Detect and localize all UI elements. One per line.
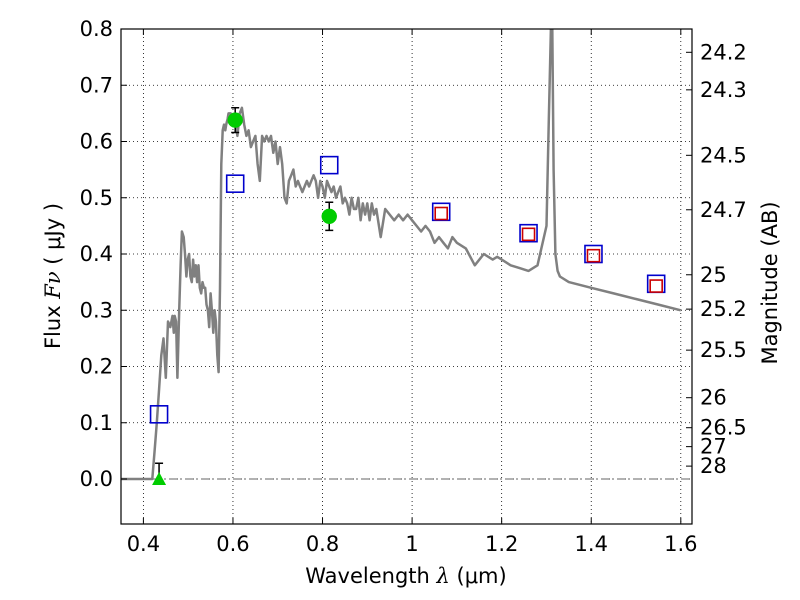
upper-limit-triangle [152,472,167,485]
other-photometry-square [586,248,601,263]
magnitude-tick-label: 25 [700,263,727,287]
y-tick-label: 0.6 [80,130,113,154]
y-tick-label: 0.7 [80,73,113,97]
y-tick-label: 0.8 [80,17,113,41]
magnitude-tick-label: 26 [700,386,727,410]
x-tick-label: 1.6 [664,532,697,556]
y-axis-title: Flux Fν ( μJy ) [41,203,65,349]
x-axis-title-text: Wavelength [305,564,436,588]
model-photometry-square [225,174,245,193]
y-tick-label: 0.3 [80,298,113,322]
y-tick-label: 0.2 [80,355,113,379]
magnitude-tick-label: 24.5 [700,143,747,167]
x-tick-label: 0.8 [306,532,339,556]
magnitude-tick-label: 27 [700,435,727,459]
y-tick-label: 0.4 [80,242,113,266]
plot-area [121,29,692,524]
x-tick-label: 1 [405,532,418,556]
magnitude-tick-label: 28 [700,454,727,478]
grid-lines [121,28,692,524]
magnitude-tick-label: 24.7 [700,198,747,222]
model-photometry-square [519,223,538,243]
photometry-markers [149,107,666,485]
magnitude-tick-label: 24.2 [700,40,747,64]
y-axis-title-unit: ( μJy ) [41,203,65,271]
y-tick-label: 0.5 [80,186,113,210]
plot-frame [120,28,693,525]
model-photometry-square [149,405,169,424]
detection-point [321,208,337,225]
x-tick-label: 0.6 [216,532,249,556]
magnitude-tick-label: 26.5 [700,416,747,440]
x-axis-title-unit: (μm) [450,564,507,588]
other-photometry-square [649,279,663,293]
other-photometry-square [521,227,536,242]
model-photometry-square [584,244,603,264]
magnitude-axis-title: Magnitude (AB) [758,201,782,364]
magnitude-tick-label: 24.3 [700,78,747,102]
x-tick-label: 1.4 [575,532,608,556]
model-photometry-square [431,202,451,222]
other-photometry-square [434,206,449,221]
x-tick-label: 1.2 [485,532,518,556]
magnitude-tick-label: 25.5 [700,338,747,362]
y-tick-label: 0.1 [80,411,113,435]
model-sed-line [121,29,682,481]
x-axis-title-variable: λ [436,564,450,588]
axis-ticks: 0.4 0.6 0.8 1 1.2 1.4 1.6 0.0 0.1 0.2 0.3 0.4 0.5 0.6… [80,17,747,556]
detection-point [227,112,243,128]
y-axis-title-variable: Fν [41,271,65,300]
x-tick-label: 0.4 [127,532,160,556]
model-sed-line-layer [121,29,682,481]
magnitude-tick-label: 25.2 [700,297,747,321]
model-photometry-square [319,155,339,175]
y-axis-title-text: Flux [41,299,65,349]
y-tick-label: 0.0 [80,467,113,491]
x-axis-title: Wavelength λ (μm) [305,564,506,588]
